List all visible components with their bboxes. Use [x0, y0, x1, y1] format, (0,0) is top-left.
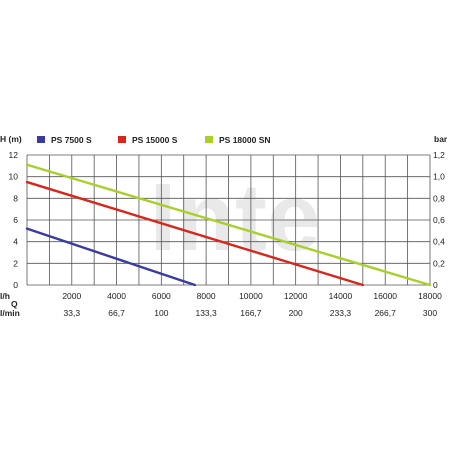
- y-right-tick-label: 0,2: [433, 258, 445, 268]
- y-right-tick-label: 0: [433, 280, 438, 290]
- x-tick-label-lmin: 66,7: [108, 308, 125, 318]
- y-right-tick-label: 0,8: [433, 193, 445, 203]
- y-left-tick-label: 12: [9, 150, 19, 160]
- x-axis-lmin-unit: l/min: [0, 308, 20, 318]
- series-line: [25, 163, 432, 287]
- x-tick-label-lh: 4000: [107, 291, 126, 301]
- y-right-tick-label: 1,2: [433, 150, 445, 160]
- x-tick-label-lh: 2000: [62, 291, 81, 301]
- x-tick-label-lh: 14000: [329, 291, 353, 301]
- axis-labels: H (m) bar l/h Q l/min: [0, 134, 448, 318]
- legend-swatch: [205, 136, 213, 143]
- x-tick-label-lmin: 166,7: [240, 308, 262, 318]
- series-line: [25, 180, 365, 287]
- y-left-axis-label: H (m): [0, 134, 22, 144]
- legend-entry-label: PS 7500 S: [51, 135, 92, 145]
- x-tick-label-lh: 18000: [418, 291, 442, 301]
- x-tick-label-lmin: 100: [154, 308, 168, 318]
- x-tick-label-lh: 6000: [152, 291, 171, 301]
- y-left-tick-label: 4: [13, 237, 18, 247]
- x-tick-label-lh: 8000: [197, 291, 216, 301]
- chart-grid: 0 0 2 0,2 4 0,4 6 0,6 8 0,8 10 1,0 12 1,2 2000 33,3 4000…: [9, 150, 446, 318]
- legend-swatch: [37, 136, 45, 143]
- y-left-tick-label: 6: [13, 215, 18, 225]
- x-tick-label-lmin: 133,3: [195, 308, 217, 318]
- y-right-tick-label: 1,0: [433, 172, 445, 182]
- y-left-tick-label: 0: [13, 280, 18, 290]
- y-left-tick-label: 8: [13, 193, 18, 203]
- legend-entry-label: PS 15000 S: [132, 135, 178, 145]
- x-tick-label-lh: 16000: [373, 291, 397, 301]
- x-tick-label-lmin: 233,3: [330, 308, 352, 318]
- legend: PS 7500 S PS 15000 S PS 18000 SN: [37, 135, 271, 145]
- y-left-tick-label: 10: [9, 172, 19, 182]
- x-tick-label-lh: 12000: [284, 291, 308, 301]
- x-tick-label-lmin: 300: [423, 308, 437, 318]
- x-tick-label-lh: 10000: [239, 291, 263, 301]
- y-right-tick-label: 0,4: [433, 237, 445, 247]
- x-tick-label-lmin: 33,3: [64, 308, 81, 318]
- y-left-tick-label: 2: [13, 258, 18, 268]
- y-right-tick-label: 0,6: [433, 215, 445, 225]
- series-line: [25, 227, 197, 287]
- x-tick-label-lmin: 200: [289, 308, 303, 318]
- x-tick-label-lmin: 266,7: [375, 308, 397, 318]
- x-axis-symbol: Q: [11, 299, 18, 309]
- series-lines: [25, 163, 432, 287]
- legend-entry-label: PS 18000 SN: [219, 135, 271, 145]
- x-axis-lh-unit: l/h: [0, 291, 10, 301]
- watermark: Inte: [150, 164, 321, 271]
- legend-swatch: [118, 136, 126, 143]
- y-right-axis-label: bar: [434, 134, 448, 144]
